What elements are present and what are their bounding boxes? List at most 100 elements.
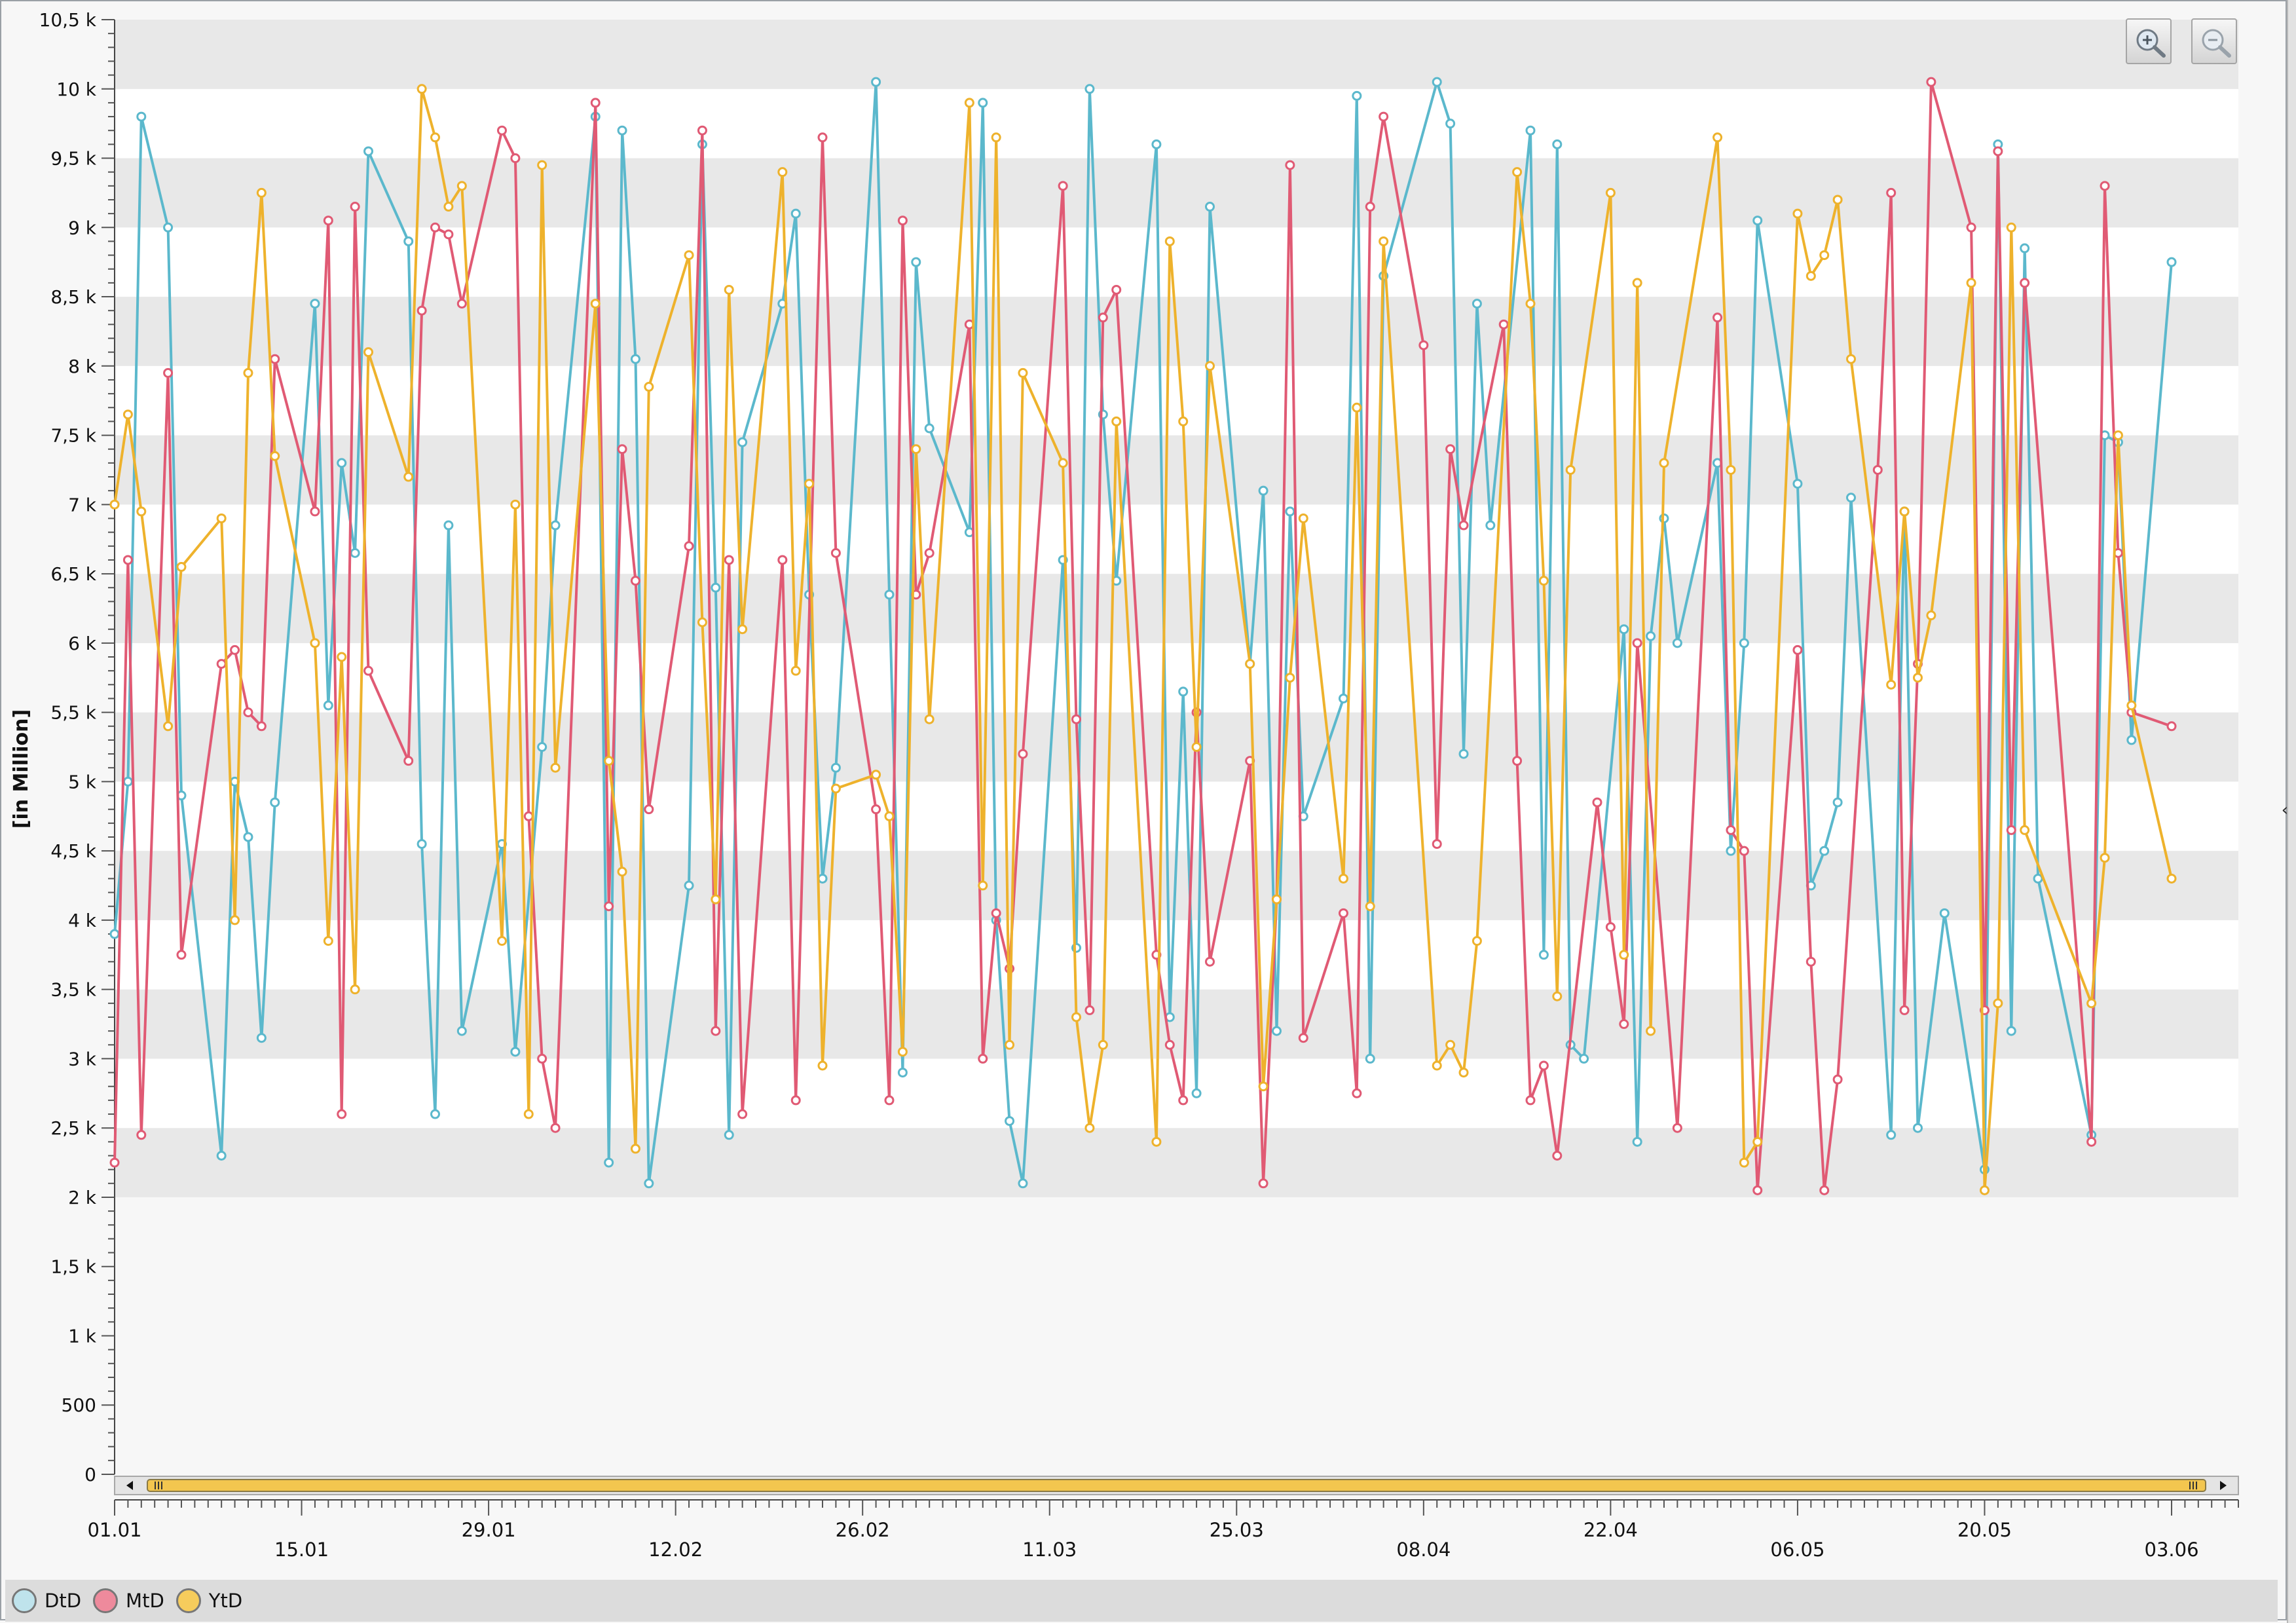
data-point-dtd xyxy=(1472,299,1482,309)
data-point-dtd xyxy=(1672,638,1682,648)
data-point-ytd xyxy=(2113,430,2123,441)
data-point-dtd xyxy=(1832,797,1843,808)
data-point-dtd xyxy=(1258,485,1268,496)
data-point-ytd xyxy=(510,499,521,510)
data-point-ytd xyxy=(256,187,267,198)
data-point-ytd xyxy=(697,617,707,627)
x-tick-label: 15.01 xyxy=(274,1539,329,1561)
data-point-ytd xyxy=(1659,458,1669,468)
data-point-ytd xyxy=(2100,853,2110,863)
axes: 0 500 1 k 1,5 k 2 k 2,5 k 3 k 3,5 k 4 k 4,5 k 5 k 5… xyxy=(39,9,2239,1561)
data-point-mtd xyxy=(1178,1095,1189,1106)
data-point-ytd xyxy=(790,665,801,676)
data-point-dtd xyxy=(2033,873,2043,884)
y-tick-label: 9,5 k xyxy=(50,148,96,170)
zoom-in-button[interactable] xyxy=(2126,18,2172,64)
data-point-mtd xyxy=(1538,1060,1549,1071)
scroll-left-arrow-icon xyxy=(126,1481,133,1490)
data-point-mtd xyxy=(1352,1088,1362,1098)
x-tick-label: 11.03 xyxy=(1022,1539,1077,1561)
data-point-dtd xyxy=(1338,693,1348,703)
data-point-ytd xyxy=(978,880,988,891)
data-point-dtd xyxy=(2126,735,2137,745)
data-point-dtd xyxy=(644,1178,654,1189)
data-point-dtd xyxy=(363,146,374,157)
data-point-mtd xyxy=(1993,146,2003,157)
data-point-mtd xyxy=(1525,1095,1536,1106)
y-tick-label: 7,5 k xyxy=(50,425,96,447)
legend-item-mtd[interactable]: MtD xyxy=(93,1588,164,1613)
data-point-dtd xyxy=(122,776,133,787)
data-point-dtd xyxy=(1552,139,1563,149)
data-point-dtd xyxy=(630,354,640,364)
data-point-ytd xyxy=(1886,679,1897,690)
data-point-ytd xyxy=(310,638,320,648)
side-panel-collapse-strip[interactable] xyxy=(2287,0,2296,1623)
data-point-dtd xyxy=(924,423,935,434)
data-point-ytd xyxy=(1632,278,1642,288)
data-point-dtd xyxy=(1792,479,1803,489)
data-point-dtd xyxy=(430,1109,441,1119)
data-point-dtd xyxy=(1632,1136,1642,1147)
data-point-ytd xyxy=(1605,187,1616,198)
series-ytd xyxy=(109,84,2177,1195)
chevron-left-icon[interactable]: ‹ xyxy=(2281,800,2289,820)
data-point-mtd xyxy=(243,707,253,718)
data-point-mtd xyxy=(1258,1178,1268,1189)
data-point-dtd xyxy=(897,1068,908,1078)
x-tick-label: 25.03 xyxy=(1210,1519,1264,1541)
legend-item-dtd[interactable]: DtD xyxy=(12,1588,81,1613)
data-point-mtd xyxy=(430,222,441,233)
data-point-dtd xyxy=(1846,493,1857,503)
data-point-mtd xyxy=(1512,756,1523,766)
data-point-ytd xyxy=(363,347,374,358)
data-point-mtd xyxy=(724,555,734,565)
data-point-ytd xyxy=(1338,873,1348,884)
data-point-mtd xyxy=(456,299,467,309)
legend-item-ytd[interactable]: YtD xyxy=(176,1588,242,1613)
data-point-mtd xyxy=(2020,278,2030,288)
data-point-dtd xyxy=(1886,1130,1897,1140)
data-point-dtd xyxy=(1432,77,1442,87)
data-point-mtd xyxy=(403,756,414,766)
grid-band xyxy=(115,20,2238,89)
data-point-dtd xyxy=(1458,749,1469,759)
data-point-mtd xyxy=(122,555,133,565)
y-tick-label: 9 k xyxy=(68,217,97,238)
data-point-mtd xyxy=(1592,797,1602,808)
data-point-mtd xyxy=(2100,181,2110,191)
data-point-dtd xyxy=(163,222,174,233)
data-point-ytd xyxy=(1178,416,1189,426)
data-point-dtd xyxy=(323,700,333,711)
zoom-in-icon xyxy=(2136,29,2166,58)
data-point-dtd xyxy=(510,1047,521,1057)
data-point-mtd xyxy=(109,1157,120,1168)
data-point-dtd xyxy=(1912,1123,1923,1133)
data-point-dtd xyxy=(1084,84,1095,94)
y-tick-label: 3,5 k xyxy=(50,979,96,1001)
legend-label-ytd: YtD xyxy=(208,1590,243,1612)
zoom-out-button[interactable] xyxy=(2191,18,2237,64)
data-point-ytd xyxy=(2086,998,2097,1009)
data-point-mtd xyxy=(684,541,694,551)
data-point-mtd xyxy=(1498,319,1509,329)
grid-band xyxy=(115,158,2238,228)
x-tick-label: 12.02 xyxy=(648,1539,703,1561)
data-point-mtd xyxy=(1285,160,1295,170)
legend-swatch-ytd xyxy=(176,1588,201,1613)
series-layer xyxy=(109,77,2177,1195)
data-point-dtd xyxy=(1726,846,1736,856)
data-point-mtd xyxy=(163,367,174,378)
data-point-dtd xyxy=(711,582,721,593)
data-point-dtd xyxy=(109,929,120,939)
data-point-mtd xyxy=(1805,956,1816,967)
data-point-ytd xyxy=(550,762,561,773)
grid-band xyxy=(115,227,2238,297)
data-point-ytd xyxy=(1512,167,1523,177)
data-point-ytd xyxy=(1005,1039,1015,1050)
data-point-mtd xyxy=(1445,444,1456,455)
data-point-dtd xyxy=(1365,1053,1375,1064)
data-point-ytd xyxy=(1151,1136,1162,1147)
x-range-scrollbar[interactable] xyxy=(114,1476,2239,1495)
data-point-ytd xyxy=(871,770,881,780)
